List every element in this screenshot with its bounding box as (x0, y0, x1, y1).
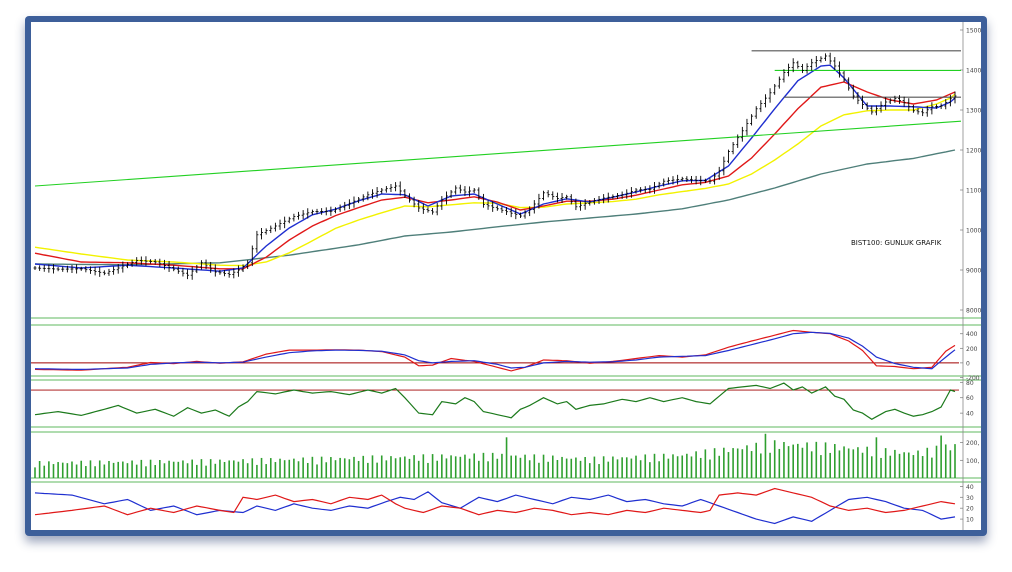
support-trendline (34, 120, 962, 187)
dmi-line-1 (34, 487, 956, 516)
ma-red-line (34, 81, 956, 270)
price-tick-label-1: 140000 (966, 68, 981, 75)
price-tick-label-3: 120000 (966, 148, 981, 155)
price-tick-label-5: 100000 (966, 228, 981, 235)
price-tick-label-0: 150000 (966, 28, 981, 35)
dmi-tick-label-2: 20 (966, 506, 974, 513)
dmi-tick-label-3: 10 (966, 517, 974, 524)
macd-tick-label-3: -200 (966, 375, 980, 382)
ma-teal-line (35, 149, 956, 266)
rsi-tick-label-0: 80 (966, 380, 974, 387)
price-tick-label-7: 80000 (966, 308, 981, 315)
chart-canvas: 150000 140000 130000 120000 110000 100000 9000… (31, 22, 989, 530)
dmi-tick-label-0: 40 (966, 484, 974, 491)
macd-tick-label-1: 200 (966, 346, 978, 353)
macd-tick-label-2: 0 (966, 360, 970, 367)
chart-area: 150000 140000 130000 120000 110000 100000 9000… (31, 22, 989, 530)
rsi-tick-label-2: 40 (966, 411, 974, 418)
price-tick-label-6: 90000 (966, 268, 981, 275)
macd-line-1 (34, 331, 956, 370)
rsi-line-0 (34, 382, 956, 421)
price-tick-label-2: 130000 (966, 108, 981, 115)
dmi-line-0 (34, 491, 956, 525)
dmi-tick-label-1: 30 (966, 495, 974, 502)
ma-yellow-line (34, 93, 956, 267)
volume-tick-label-1: 100, (966, 458, 979, 465)
volume-tick-label-0: 200, (966, 440, 979, 447)
ma-blue-line (34, 64, 956, 272)
chart-label: BIST100: GUNLUK GRAFIK (851, 239, 942, 247)
macd-line-0 (34, 329, 956, 372)
chart-window-frame: 150000 140000 130000 120000 110000 100000 9000… (25, 16, 989, 536)
price-tick-label-4: 110000 (966, 188, 981, 195)
macd-tick-label-0: 400 (966, 331, 978, 338)
rsi-tick-label-1: 60 (966, 395, 974, 402)
